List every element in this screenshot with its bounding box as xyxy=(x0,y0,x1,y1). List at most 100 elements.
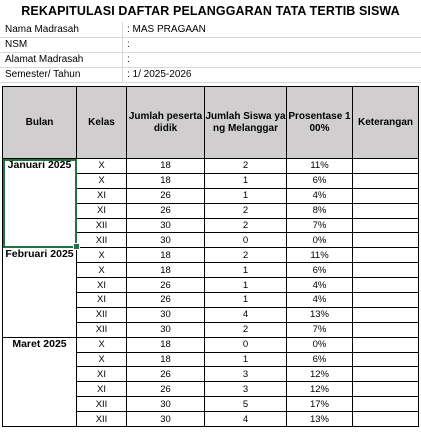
remarks-cell[interactable] xyxy=(352,351,419,368)
percentage-cell[interactable]: 12% xyxy=(286,366,353,383)
header-remarks[interactable]: Keterangan xyxy=(352,86,419,159)
class-cell[interactable]: X xyxy=(76,247,127,264)
class-cell[interactable]: XI xyxy=(76,366,127,383)
header-student-count[interactable]: Jumlah peserta didik xyxy=(126,86,205,159)
remarks-cell[interactable] xyxy=(352,187,419,204)
student-count-cell[interactable]: 18 xyxy=(126,351,205,368)
remarks-cell[interactable] xyxy=(352,366,419,383)
student-count-cell[interactable]: 30 xyxy=(126,217,205,234)
violator-count-cell[interactable]: 2 xyxy=(204,158,287,174)
violator-count-cell[interactable]: 1 xyxy=(204,172,287,189)
info-row-semester[interactable]: Semester/ Tahun : 1/ 2025-2026 xyxy=(0,67,421,83)
remarks-cell[interactable] xyxy=(352,411,419,428)
month-cell[interactable]: Januari 2025 xyxy=(2,157,77,249)
class-cell[interactable]: X xyxy=(76,262,127,279)
remarks-cell[interactable] xyxy=(352,381,419,398)
violator-count-cell[interactable]: 2 xyxy=(204,217,287,234)
info-row-address[interactable]: Alamat Madrasah : xyxy=(0,52,421,68)
class-cell[interactable]: XI xyxy=(76,381,127,398)
class-cell[interactable]: X xyxy=(76,158,127,174)
violator-count-cell[interactable]: 1 xyxy=(204,351,287,368)
fill-handle[interactable] xyxy=(73,243,80,250)
info-row-school[interactable]: Nama Madrasah : MAS PRAGAAN xyxy=(0,22,421,38)
remarks-cell[interactable] xyxy=(352,292,419,308)
violator-count-cell[interactable]: 0 xyxy=(204,232,287,249)
remarks-cell[interactable] xyxy=(352,232,419,249)
percentage-cell[interactable]: 6% xyxy=(286,351,353,368)
student-count-cell[interactable]: 26 xyxy=(126,202,205,219)
remarks-cell[interactable] xyxy=(352,336,419,353)
percentage-cell[interactable]: 0% xyxy=(286,232,353,249)
percentage-cell[interactable]: 13% xyxy=(286,306,353,323)
class-cell[interactable]: X xyxy=(76,172,127,189)
student-count-cell[interactable]: 30 xyxy=(126,396,205,413)
student-count-cell[interactable]: 30 xyxy=(126,321,205,338)
percentage-cell[interactable]: 7% xyxy=(286,321,353,338)
header-class[interactable]: Kelas xyxy=(76,86,127,159)
class-cell[interactable]: XII xyxy=(76,232,127,249)
student-count-cell[interactable]: 30 xyxy=(126,411,205,428)
percentage-cell[interactable]: 12% xyxy=(286,381,353,398)
student-count-cell[interactable]: 18 xyxy=(126,172,205,189)
student-count-cell[interactable]: 30 xyxy=(126,306,205,323)
violator-count-cell[interactable]: 1 xyxy=(204,187,287,204)
remarks-cell[interactable] xyxy=(352,262,419,279)
percentage-cell[interactable]: 4% xyxy=(286,277,353,294)
remarks-cell[interactable] xyxy=(352,306,419,323)
header-percentage[interactable]: Prosentase 100% xyxy=(286,86,353,159)
class-cell[interactable]: XI xyxy=(76,292,127,308)
percentage-cell[interactable]: 11% xyxy=(286,158,353,174)
percentage-cell[interactable]: 11% xyxy=(286,247,353,264)
violator-count-cell[interactable]: 5 xyxy=(204,396,287,413)
violator-count-cell[interactable]: 1 xyxy=(204,262,287,279)
student-count-cell[interactable]: 18 xyxy=(126,336,205,353)
violator-count-cell[interactable]: 2 xyxy=(204,202,287,219)
sheet-title[interactable]: REKAPITULASI DAFTAR PELANGGARAN TATA TER… xyxy=(21,4,400,18)
remarks-cell[interactable] xyxy=(352,277,419,294)
violator-count-cell[interactable]: 3 xyxy=(204,381,287,398)
percentage-cell[interactable]: 6% xyxy=(286,262,353,279)
remarks-cell[interactable] xyxy=(352,321,419,338)
student-count-cell[interactable]: 26 xyxy=(126,366,205,383)
student-count-cell[interactable]: 18 xyxy=(126,247,205,264)
header-month[interactable]: Bulan xyxy=(2,86,77,159)
percentage-cell[interactable]: 17% xyxy=(286,396,353,413)
violator-count-cell[interactable]: 2 xyxy=(204,247,287,264)
class-cell[interactable]: X xyxy=(76,336,127,353)
violator-count-cell[interactable]: 1 xyxy=(204,277,287,294)
class-cell[interactable]: XII xyxy=(76,217,127,234)
remarks-cell[interactable] xyxy=(352,158,419,174)
remarks-cell[interactable] xyxy=(352,172,419,189)
violator-count-cell[interactable]: 4 xyxy=(204,411,287,428)
percentage-cell[interactable]: 6% xyxy=(286,172,353,189)
percentage-cell[interactable]: 7% xyxy=(286,217,353,234)
percentage-cell[interactable]: 4% xyxy=(286,187,353,204)
class-cell[interactable]: XI xyxy=(76,187,127,204)
info-row-nsm[interactable]: NSM : xyxy=(0,37,421,53)
student-count-cell[interactable]: 26 xyxy=(126,381,205,398)
month-cell[interactable]: Februari 2025 xyxy=(2,247,77,338)
student-count-cell[interactable]: 18 xyxy=(126,262,205,279)
violator-count-cell[interactable]: 2 xyxy=(204,321,287,338)
percentage-cell[interactable]: 8% xyxy=(286,202,353,219)
percentage-cell[interactable]: 13% xyxy=(286,411,353,428)
student-count-cell[interactable]: 30 xyxy=(126,232,205,249)
class-cell[interactable]: XII xyxy=(76,411,127,428)
class-cell[interactable]: XII xyxy=(76,321,127,338)
violator-count-cell[interactable]: 1 xyxy=(204,292,287,308)
remarks-cell[interactable] xyxy=(352,217,419,234)
remarks-cell[interactable] xyxy=(352,247,419,264)
violator-count-cell[interactable]: 4 xyxy=(204,306,287,323)
percentage-cell[interactable]: 4% xyxy=(286,292,353,308)
student-count-cell[interactable]: 26 xyxy=(126,277,205,294)
remarks-cell[interactable] xyxy=(352,396,419,413)
month-cell[interactable]: Maret 2025 xyxy=(2,336,77,428)
class-cell[interactable]: XII xyxy=(76,306,127,323)
class-cell[interactable]: X xyxy=(76,351,127,368)
percentage-cell[interactable]: 0% xyxy=(286,336,353,353)
remarks-cell[interactable] xyxy=(352,202,419,219)
header-violator-count[interactable]: Jumlah Siswa yang Melanggar xyxy=(204,86,287,159)
student-count-cell[interactable]: 26 xyxy=(126,187,205,204)
violator-count-cell[interactable]: 3 xyxy=(204,366,287,383)
class-cell[interactable]: XI xyxy=(76,202,127,219)
